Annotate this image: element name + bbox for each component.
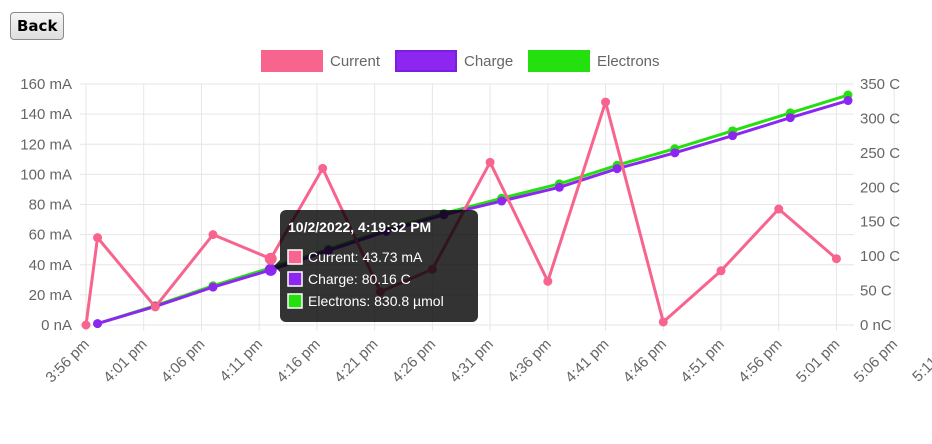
y-left-tick-label: 140 mA <box>20 106 72 123</box>
x-tick-label: 4:06 pm <box>158 336 208 386</box>
data-point-charge <box>843 96 853 106</box>
x-tick-label: 4:21 pm <box>331 336 381 386</box>
data-point-charge <box>670 148 680 158</box>
tooltip-caret <box>274 260 280 272</box>
y-left-tick-label: 100 mA <box>20 166 72 183</box>
x-tick-label: 3:56 pm <box>42 336 92 386</box>
data-point-current <box>831 254 841 264</box>
data-point-charge <box>728 131 738 141</box>
data-point-current <box>93 233 103 243</box>
data-point-charge <box>612 164 622 174</box>
data-point-charge <box>497 196 507 206</box>
series-line-charge <box>97 99 849 326</box>
x-tick-label: 4:41 pm <box>562 336 612 386</box>
legend-label: Charge <box>464 53 513 70</box>
tooltip-line: Charge: 80.16 C <box>308 271 411 287</box>
y-right-tick-label: 100 C <box>860 248 900 265</box>
data-point-current <box>601 97 611 107</box>
y-right-tick-label: 200 C <box>860 179 900 196</box>
back-button[interactable]: Back <box>10 12 65 40</box>
y-right-tick-label: 150 C <box>860 214 900 231</box>
data-point-current <box>485 157 495 167</box>
legend-label: Current <box>330 53 381 70</box>
y-right-tick-label: 0 nC <box>860 317 892 334</box>
x-tick-label: 4:51 pm <box>677 336 727 386</box>
x-tick-label: 5:06 pm <box>851 336 901 386</box>
y-left-tick-label: 40 mA <box>29 257 72 274</box>
y-right-tick-label: 300 C <box>860 110 900 127</box>
data-point-current <box>81 320 91 330</box>
data-point-charge <box>785 113 795 123</box>
legend-swatch <box>261 50 323 72</box>
tooltip-box <box>280 210 478 322</box>
tooltip: 10/2/2022, 4:19:32 PM Current: 43.73 mA Ch… <box>274 210 478 322</box>
tooltip-title: 10/2/2022, 4:19:32 PM <box>288 219 431 235</box>
x-tick-label: 5:01 pm <box>793 336 843 386</box>
y-left-tick-label: 20 mA <box>29 287 72 304</box>
legend-item-electrons[interactable]: Electrons <box>528 50 660 72</box>
x-tick-label: 5:11 pm <box>909 336 932 386</box>
x-tick-label: 4:11 pm <box>216 336 266 386</box>
x-tick-label: 4:01 pm <box>100 336 150 386</box>
tooltip-swatch <box>287 293 303 309</box>
legend-swatch <box>528 50 590 72</box>
tooltip-swatch <box>287 271 303 287</box>
x-tick-label: 4:26 pm <box>389 336 439 386</box>
y-left-tick-label: 0 nA <box>41 317 72 334</box>
data-point-current <box>150 302 160 312</box>
y-right-tick-label: 250 C <box>860 145 900 162</box>
data-point-current <box>318 163 328 173</box>
y-left-tick-label: 160 mA <box>20 76 72 93</box>
data-point-charge <box>554 182 564 192</box>
legend-label: Electrons <box>597 53 660 70</box>
x-tick-label: 4:16 pm <box>273 336 323 386</box>
legend-swatch <box>395 50 457 72</box>
grid <box>80 83 895 331</box>
y-right-tick-label: 50 C <box>860 283 892 300</box>
data-point-charge <box>208 282 218 292</box>
tooltip-swatch <box>287 249 303 265</box>
y-left-tick-label: 120 mA <box>20 136 72 153</box>
tooltip-line: Current: 43.73 mA <box>308 249 423 265</box>
tooltip-line: Electrons: 830.8 µmol <box>308 293 444 309</box>
legend-item-charge[interactable]: Charge <box>395 50 513 72</box>
x-tick-label: 4:36 pm <box>504 336 554 386</box>
data-point-current <box>543 276 553 286</box>
y-left-tick-label: 80 mA <box>29 197 72 214</box>
x-tick-label: 4:46 pm <box>620 336 670 386</box>
data-point-charge <box>93 319 103 329</box>
x-tick-label: 4:56 pm <box>735 336 785 386</box>
legend[interactable]: Current Charge Electrons <box>261 50 660 72</box>
legend-item-current[interactable]: Current <box>261 50 381 72</box>
data-point-current <box>774 204 784 214</box>
y-right-tick-label: 350 C <box>860 76 900 93</box>
y-left-tick-label: 60 mA <box>29 227 72 244</box>
x-tick-label: 4:31 pm <box>447 336 497 386</box>
data-point-current <box>264 252 277 265</box>
data-point-current <box>716 266 726 276</box>
data-point-current <box>208 230 218 240</box>
data-point-current <box>658 317 668 327</box>
